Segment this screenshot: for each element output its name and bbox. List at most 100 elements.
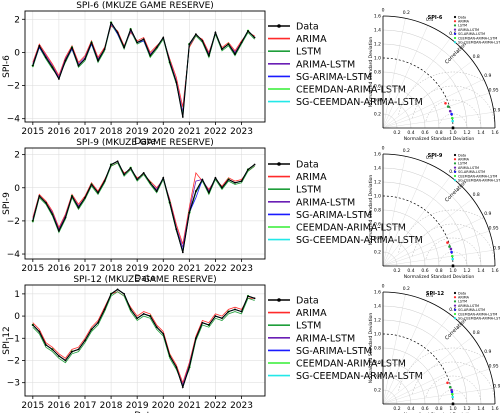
data-point: [31, 64, 34, 67]
x-tick-label: 2019: [126, 401, 149, 411]
rms-arc: [425, 237, 481, 262]
data-point: [77, 348, 80, 351]
data-point: [201, 39, 204, 42]
std-tick-label-y: 1.2: [374, 318, 381, 324]
data-point: [58, 78, 60, 80]
corr-tick-label: 0: [382, 284, 385, 290]
data-point: [38, 195, 41, 197]
data-point: [149, 54, 152, 57]
legend-marker: [277, 162, 281, 166]
data-point: [227, 43, 230, 46]
std-tick-label-x: 1.4: [477, 406, 484, 412]
corr-ray: [382, 18, 406, 129]
y-tick-label: 0: [14, 312, 20, 322]
data-point: [168, 61, 171, 64]
y-tick-label: −3: [7, 379, 20, 389]
std-tick-label-x: 0.4: [407, 406, 414, 412]
std-arc: [382, 29, 482, 129]
legend-label: SG-CEEMDAN-ARIMA-LSTM: [296, 371, 423, 382]
outer-arc: [382, 291, 496, 405]
data-point: [188, 366, 191, 369]
corr-ray: [382, 336, 473, 405]
legend-label: ARIMA: [296, 308, 327, 319]
std-tick-label-x: 1.2: [463, 130, 470, 136]
std-arc: [382, 319, 468, 405]
data-point: [221, 186, 223, 189]
x-tick-label: 2015: [21, 264, 44, 274]
std-tick-label-x: 0.6: [421, 130, 428, 136]
y-tick-label: −2: [7, 356, 20, 366]
taylor-legend-label: Data: [458, 291, 466, 295]
taylor-legend-marker: [453, 32, 457, 35]
data-point: [116, 160, 119, 163]
data-point: [162, 332, 165, 335]
data-point: [44, 201, 47, 204]
std-tick-label-x: 0.4: [407, 130, 414, 136]
data-point: [181, 116, 184, 118]
plot-frame: [24, 147, 266, 260]
corr-tick-label: 0: [382, 8, 385, 14]
data-point: [71, 350, 73, 353]
taylor-legend-label: SG-ARIMA-LSTM: [458, 170, 485, 174]
std-tick-label-x: 1.6: [491, 406, 498, 412]
corr-tick-label: 0.95: [489, 364, 499, 370]
corr-tick-label: 0.8: [473, 54, 480, 60]
data-point: [208, 191, 210, 194]
std-tick-label-y: 0.6: [374, 84, 381, 90]
std-arc: [382, 305, 482, 405]
std-tick-label-x: 1.2: [463, 406, 470, 412]
y-tick-label: −4: [7, 250, 21, 260]
taylor-x-label: Normalized Standard Deviation: [404, 274, 475, 280]
data-point: [90, 41, 93, 44]
std-tick-label-x: 1.4: [477, 268, 484, 274]
data-point: [175, 366, 178, 369]
std-tick-label-y: 0.4: [374, 236, 381, 242]
data-point: [44, 56, 47, 59]
rms-arc: [439, 389, 467, 402]
x-tick-label: 2023: [230, 401, 253, 411]
reference-point: [451, 264, 455, 268]
corr-tick-label: 0.6: [449, 169, 456, 175]
data-point: [31, 324, 34, 326]
model-point: [450, 112, 453, 116]
std-tick-label-y: 1.4: [374, 166, 381, 172]
data-point: [129, 166, 132, 169]
y-tick-label: −2: [7, 82, 20, 92]
std-tick-label-y: 0.6: [374, 222, 381, 228]
data-point: [90, 183, 93, 186]
taylor-legend-marker: [453, 304, 457, 307]
legend-label: SG-ARIMA-LSTM: [296, 346, 372, 357]
data-point: [253, 163, 256, 166]
taylor-y-label: Normalized Standard Deviation: [368, 313, 374, 384]
taylor-legend-marker: [453, 291, 457, 295]
taylor-diagrams: 0.2 0.2 0.4 0.4 0.6 0.6 0.8 0.8 1.0 1.0 1.2 1.2 1.4 1…: [368, 8, 500, 413]
taylor-legend-label: LSTM: [458, 162, 467, 166]
corr-ray: [382, 92, 490, 129]
taylor-legend-marker: [453, 317, 457, 320]
taylor-legend-marker: [453, 170, 457, 173]
rms-arc: [398, 347, 484, 391]
corr-tick-label: 0.9: [484, 211, 491, 217]
data-point: [142, 171, 145, 174]
plot-frame: [24, 10, 266, 123]
taylor-legend-marker: [453, 28, 457, 31]
data-point: [247, 29, 249, 32]
x-tick-label: 2019: [126, 264, 149, 274]
x-tick-label: 2022: [204, 127, 227, 137]
data-point: [162, 36, 165, 39]
data-point: [123, 173, 126, 176]
data-point: [240, 310, 243, 313]
corr-tick-label: 0.99: [493, 246, 500, 252]
data-point: [234, 181, 236, 184]
taylor-legend-label: CEEMDAN-ARIMA-LSTM: [458, 36, 497, 40]
corr-tick-label: 0.6: [449, 31, 456, 37]
taylor-legend-label: ARIMA-LSTM: [458, 28, 479, 32]
reference-point: [451, 126, 455, 130]
corr-tick-label: 0.95: [489, 88, 499, 94]
data-point: [175, 81, 178, 84]
data-point: [103, 48, 106, 51]
y-tick-label: −1: [7, 334, 20, 344]
corr-tick-label: 0.4: [426, 155, 433, 161]
plot-area: [25, 148, 265, 259]
